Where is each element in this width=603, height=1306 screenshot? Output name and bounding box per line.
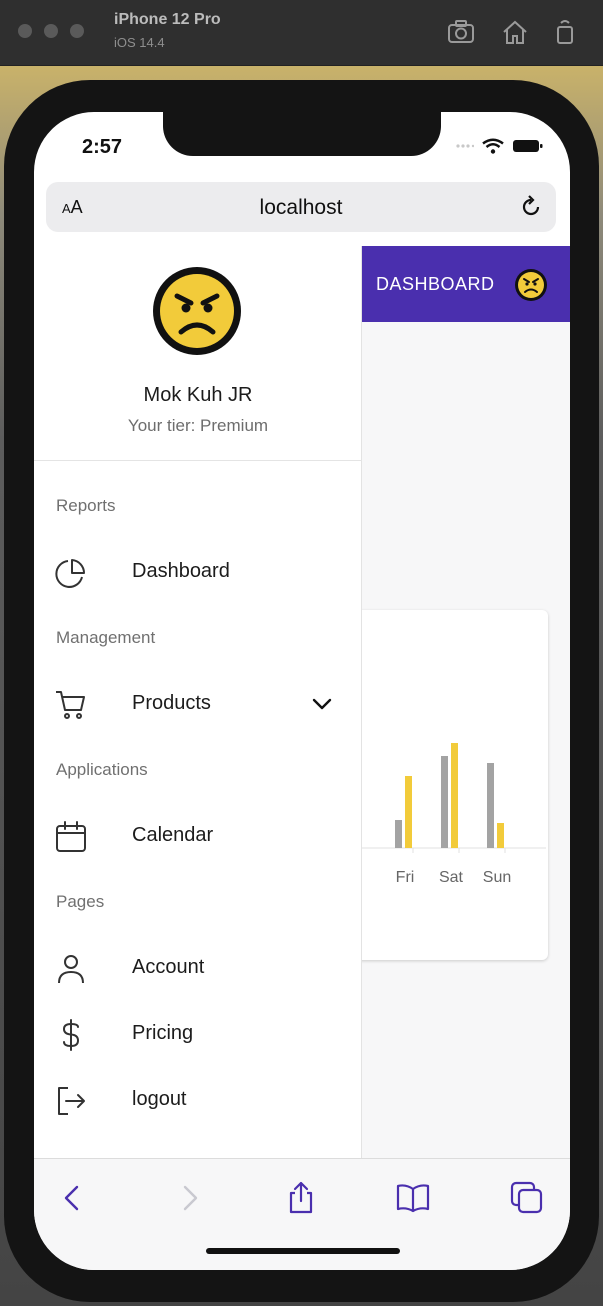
bookmarks-icon[interactable]: [396, 1181, 430, 1215]
home-icon[interactable]: [500, 18, 530, 46]
nav-item-label: Dashboard: [132, 560, 230, 582]
text-size-label: A: [70, 197, 83, 217]
simulator-os-version: iOS 14.4: [114, 35, 165, 50]
battery-icon: [513, 140, 543, 152]
minimize-window-button[interactable]: [44, 24, 58, 38]
simulator-title-bar: iPhone 12 Pro iOS 14.4: [0, 0, 603, 66]
nav-item-label: Pricing: [132, 1022, 194, 1044]
app-bar-title: DASHBOARD: [376, 274, 495, 294]
notch: [163, 112, 441, 156]
close-window-button[interactable]: [18, 24, 32, 38]
nav-item-label: Account: [132, 956, 205, 978]
nav-item-pricing[interactable]: Pricing: [34, 1006, 362, 1062]
nav-item-logout[interactable]: logout: [34, 1072, 362, 1128]
status-icons: [456, 138, 544, 154]
status-time: 2:57: [82, 136, 123, 158]
section-title-pages: Pages: [56, 892, 105, 911]
x-tick-label: Sun: [483, 869, 511, 886]
section-title-management: Management: [56, 628, 156, 647]
avatar-angry-face-icon[interactable]: [152, 266, 242, 356]
chevron-down-icon[interactable]: [310, 692, 334, 716]
shopping-cart-icon: [56, 691, 85, 719]
x-tick-label: Fri: [396, 869, 415, 886]
navigation-drawer: Mok Kuh JR Your tier: Premium Reports Da…: [34, 246, 362, 1158]
x-tick-label: Sat: [439, 869, 464, 886]
nav-item-dashboard[interactable]: Dashboard: [34, 544, 362, 600]
wifi-icon: [482, 138, 504, 154]
url-text: localhost: [259, 196, 343, 219]
drawer-profile: Mok Kuh JR Your tier: Premium: [34, 246, 362, 461]
share-icon[interactable]: [284, 1181, 318, 1215]
nav-item-label: Calendar: [132, 824, 214, 846]
pie-chart-icon: [55, 559, 86, 588]
screenshot-icon[interactable]: [446, 18, 476, 46]
rotate-icon[interactable]: [550, 18, 580, 46]
bar-sat-series-1: [441, 756, 448, 848]
nav-item-calendar[interactable]: Calendar: [34, 808, 362, 864]
calendar-icon: [56, 821, 86, 852]
bar-sat-series-2: [451, 743, 458, 848]
user-icon: [58, 955, 84, 984]
bar-fri-series-2: [405, 776, 412, 848]
address-bar[interactable]: AA localhost: [46, 182, 556, 232]
bar-sun-series-1: [487, 763, 494, 848]
dollar-icon: [62, 1019, 80, 1051]
zoom-window-button[interactable]: [70, 24, 84, 38]
section-title-applications: Applications: [56, 760, 148, 779]
bar-sun-series-2: [497, 823, 504, 848]
signal-icon: [456, 144, 474, 148]
simulator-device-name: iPhone 12 Pro: [114, 11, 221, 28]
nav-item-products[interactable]: Products: [34, 676, 362, 732]
user-avatar-icon[interactable]: [514, 268, 548, 302]
nav-item-label: Products: [132, 692, 211, 714]
phone-screen: 2:57 AA localhost DASHBOARD: [34, 112, 570, 1270]
user-tier: Your tier: Premium: [127, 416, 269, 435]
home-indicator[interactable]: [206, 1248, 400, 1254]
back-icon[interactable]: [56, 1181, 90, 1215]
forward-icon[interactable]: [172, 1181, 206, 1215]
logout-icon: [58, 1087, 85, 1115]
page-content: DASHBOARD FriSatSunweek: [34, 246, 570, 1158]
bar-fri-series-1: [395, 820, 402, 848]
tabs-icon[interactable]: [510, 1181, 544, 1215]
reload-icon[interactable]: [518, 194, 544, 220]
section-title-reports: Reports: [56, 496, 116, 515]
user-name: Mok Kuh JR: [143, 384, 253, 406]
text-size-button[interactable]: AA: [62, 197, 83, 217]
nav-item-account[interactable]: Account: [34, 940, 362, 996]
nav-item-label: logout: [132, 1088, 187, 1110]
